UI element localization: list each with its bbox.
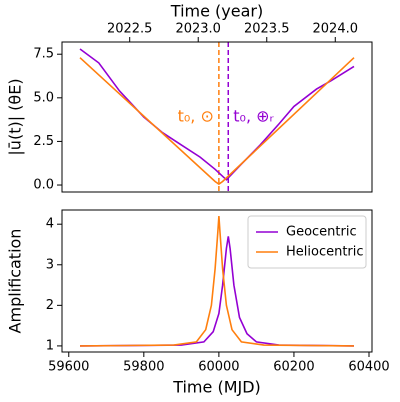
y-tick-label: 7.5: [33, 47, 54, 62]
plot-frame: [61, 209, 373, 353]
legend-box: [247, 215, 367, 269]
x-tick-label: 60200: [273, 360, 314, 375]
x2-tick-label: 2022.5: [107, 22, 153, 37]
series-line: [79, 48, 355, 181]
y-axis-label: Amplification: [6, 229, 25, 334]
x2-axis-label: Time (year): [170, 2, 263, 21]
annotation: t₀, ⊙: [178, 107, 214, 126]
x2-tick-label: 2023.5: [244, 22, 290, 37]
y-tick-label: 4: [46, 217, 54, 232]
y-tick-label: 2.5: [33, 134, 54, 149]
annotation: t₀, ⊕ᵣ: [233, 107, 274, 126]
x2-tick-label: 2023.0: [175, 22, 221, 37]
y-tick-label: 5.0: [33, 90, 54, 105]
x-tick-label: 59800: [123, 360, 164, 375]
plot-frame: [61, 41, 373, 193]
legend-label: Heliocentric: [286, 245, 364, 260]
series-line: [79, 57, 355, 186]
x-tick-label: 60400: [348, 360, 389, 375]
y-tick-label: 2: [46, 298, 54, 313]
y-axis-label: |ū(t)| (θE): [6, 78, 25, 155]
x2-tick-label: 2024.0: [313, 22, 359, 37]
x-tick-label: 60000: [198, 360, 239, 375]
y-tick-label: 3: [46, 257, 54, 272]
x-tick-label: 59600: [48, 360, 89, 375]
legend-label: Geocentric: [286, 225, 357, 240]
series-line: [79, 216, 355, 347]
y-tick-label: 0.0: [33, 178, 54, 193]
x-axis-label: Time (MJD): [172, 378, 261, 397]
y-tick-label: 1: [46, 338, 54, 353]
series-line: [79, 236, 355, 347]
